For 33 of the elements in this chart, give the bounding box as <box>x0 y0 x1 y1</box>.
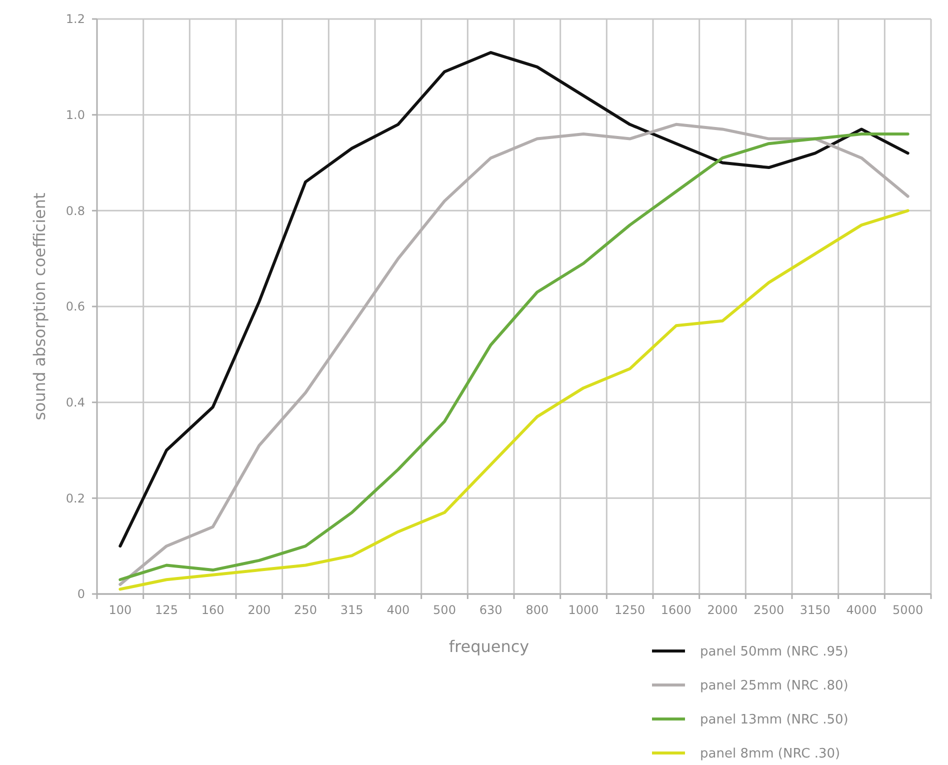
x-tick-label: 1000 <box>568 603 599 617</box>
x-tick-label: 630 <box>479 603 502 617</box>
x-tick-label: 1250 <box>614 603 646 617</box>
x-tick-label: 2000 <box>707 603 738 617</box>
x-tick-label: 800 <box>526 603 549 617</box>
line-series <box>118 51 910 548</box>
y-tick-label: 0.4 <box>66 396 85 410</box>
x-tick-label: 125 <box>155 603 178 617</box>
y-axis-title: sound absorption coefficient <box>30 192 49 420</box>
x-tick-label: 1600 <box>660 603 692 617</box>
legend-label: panel 50mm (NRC .95) <box>700 644 848 660</box>
x-tick-label: 160 <box>201 603 224 617</box>
x-tick-label: 2500 <box>754 603 784 617</box>
y-tick-label: 0 <box>77 587 85 602</box>
x-tick-label: 5000 <box>892 603 924 617</box>
x-tick-label: 3150 <box>800 603 830 617</box>
x-tick-label: 315 <box>340 603 364 617</box>
legend-label: panel 8mm (NRC .30) <box>700 746 840 762</box>
x-tick-label: 100 <box>108 603 132 617</box>
x-tick-label: 250 <box>294 603 317 617</box>
x-tick-label: 400 <box>386 603 410 617</box>
y-tick-label: 0.2 <box>66 491 85 506</box>
y-tick-label: 1.0 <box>66 108 85 122</box>
x-axis-title: frequency <box>448 637 530 656</box>
x-tick-label: 200 <box>248 603 271 617</box>
y-tick-label: 0.6 <box>66 300 85 314</box>
line-series <box>118 209 910 591</box>
y-tick-label: 1.2 <box>66 12 85 26</box>
x-tick-label: 500 <box>433 603 456 617</box>
legend-label: panel 13mm (NRC .50) <box>700 712 848 728</box>
x-tick-label: 4000 <box>846 603 877 617</box>
y-tick-label: 0.8 <box>66 204 85 218</box>
legend-label: panel 25mm (NRC .80) <box>700 678 848 694</box>
